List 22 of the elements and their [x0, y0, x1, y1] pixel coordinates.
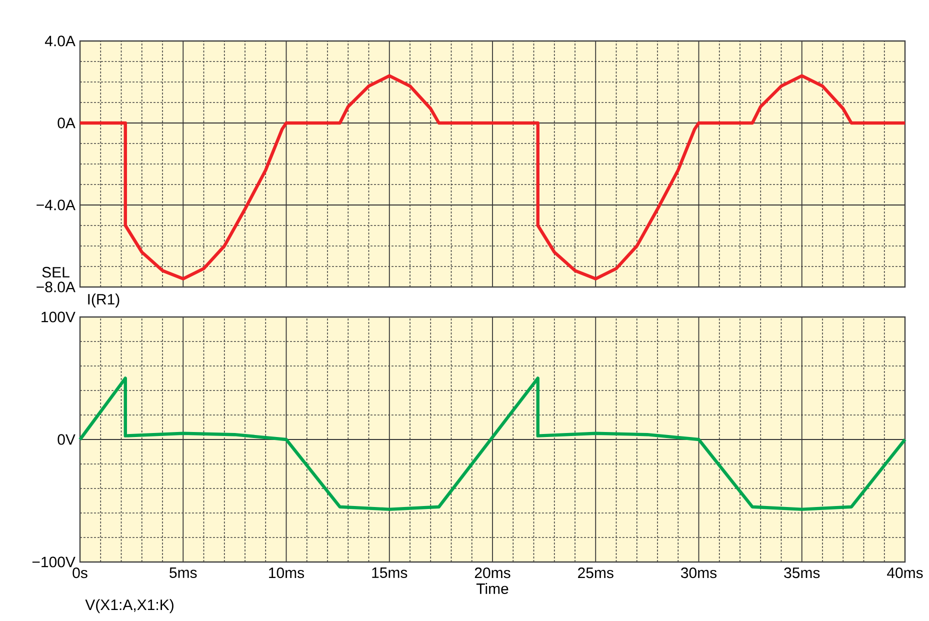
x-tick-label: 30ms	[680, 568, 717, 578]
text: V(X1:A,X1:K)	[85, 599, 174, 614]
y-tick-label: −8.0A	[36, 282, 76, 292]
x-tick-label: 5ms	[170, 568, 197, 578]
x-axis-title: Time	[476, 583, 508, 594]
y-tick-label: −100V	[32, 556, 76, 568]
x-tick-label: 20ms	[474, 568, 510, 578]
text: I(R1)	[88, 294, 120, 308]
text: SEL	[42, 266, 70, 278]
x-tick-label: 15ms	[372, 568, 408, 578]
x-tick-label: 0s	[72, 568, 88, 578]
line-series	[78, 74, 907, 280]
y-tick-label: 0V	[58, 434, 76, 445]
x-tick-label: 10ms	[269, 568, 304, 578]
line-series	[78, 376, 907, 511]
y-tick-label: 100V	[42, 312, 76, 322]
y-tick-label: 0A	[58, 118, 76, 128]
x-tick-label: 35ms	[784, 568, 820, 578]
y-tick-label: 4.0A	[44, 36, 76, 46]
x-tick-label: 25ms	[578, 568, 614, 578]
y-tick-label: −4.0A	[36, 200, 76, 210]
x-tick-label: 40ms	[887, 568, 923, 578]
